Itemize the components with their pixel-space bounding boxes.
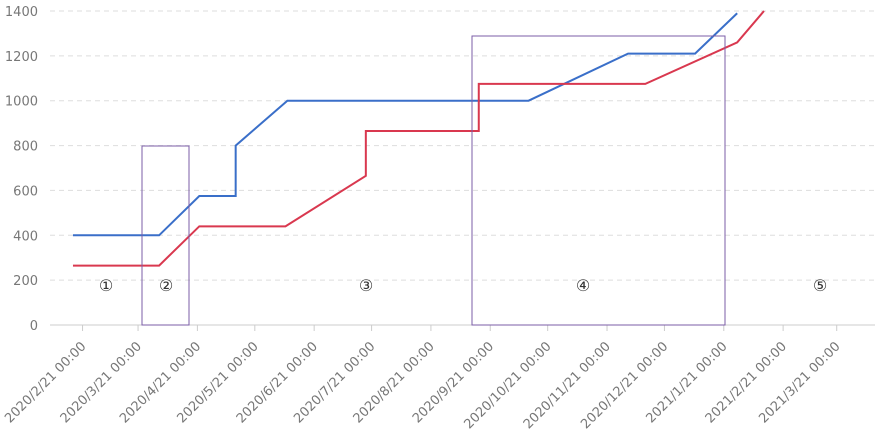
line-series [72,12,738,237]
y-tick-label: 1000 [5,95,38,110]
y-tick-label: 800 [13,140,38,155]
y-tick-label: 1200 [5,50,38,65]
highlight-box [471,35,726,326]
annotation: ① [99,276,113,295]
annotation: ③ [359,276,373,295]
highlight-box [141,145,190,326]
y-tick-label: 400 [13,229,38,244]
y-tick-label: 200 [13,274,38,289]
y-tick-label: 600 [13,184,38,199]
y-tick-label: 0 [30,319,38,334]
line-series [72,10,765,267]
annotation: ④ [576,276,590,295]
annotation: ⑤ [813,276,827,295]
annotation: ② [159,276,173,295]
y-tick-label: 1400 [5,5,38,20]
